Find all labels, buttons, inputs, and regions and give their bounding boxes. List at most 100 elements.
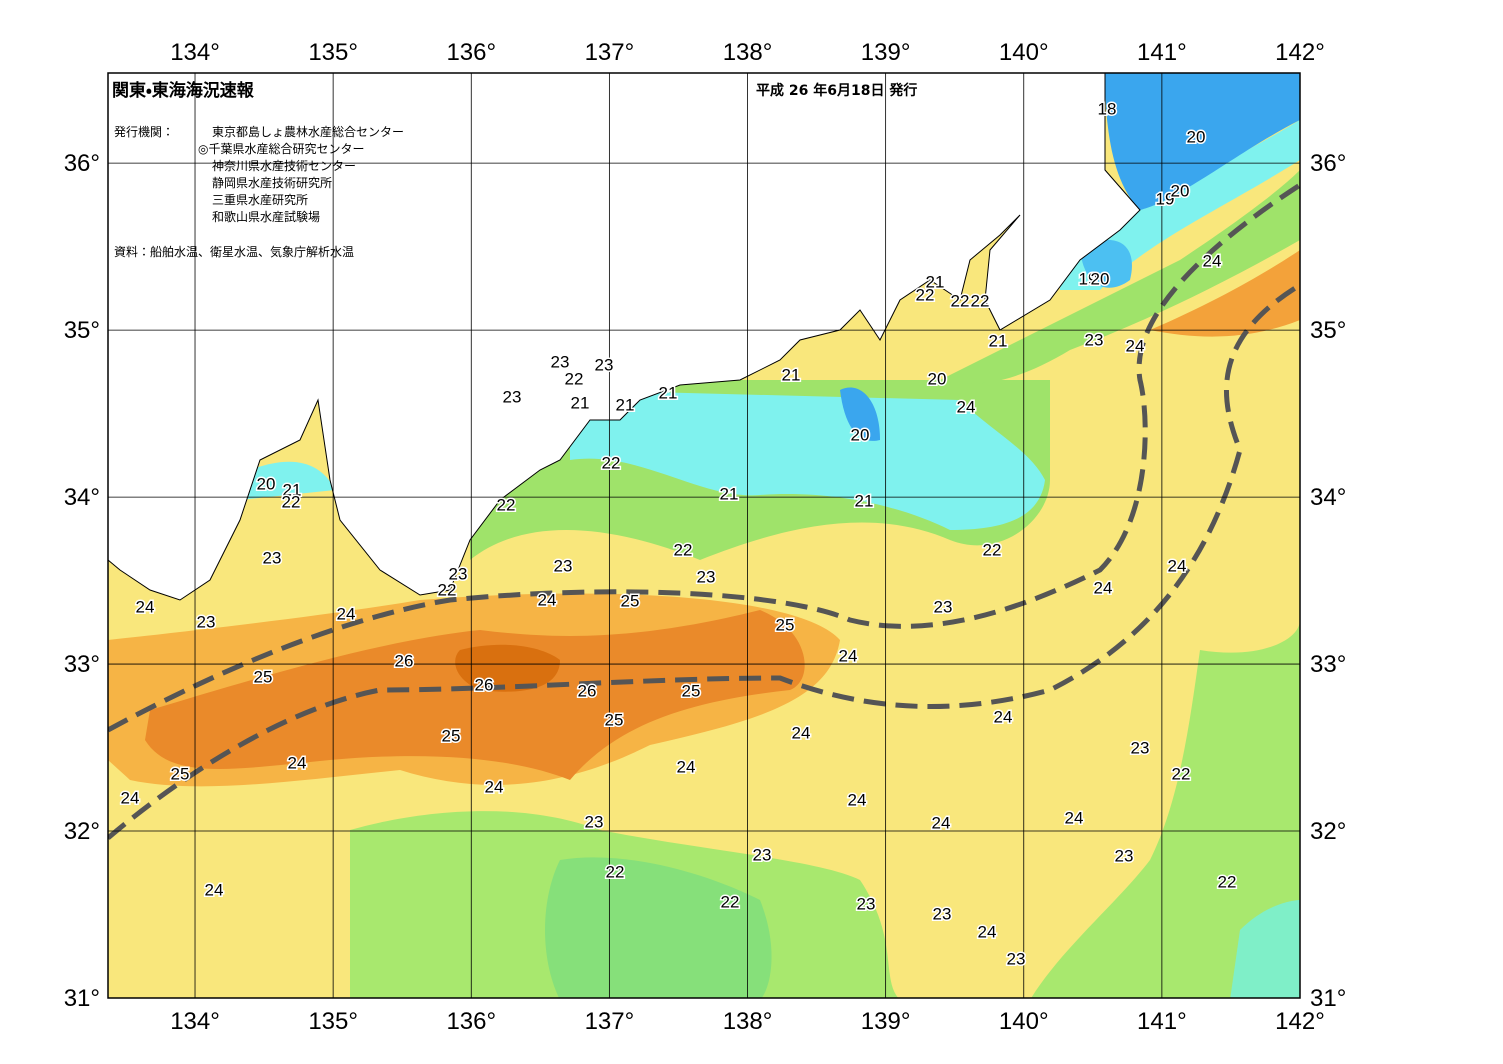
- isotherm-label: 26: [475, 675, 494, 694]
- isotherm-label: 22: [282, 492, 301, 511]
- isotherm-label: 25: [254, 667, 273, 686]
- isotherm-label: 20: [257, 474, 276, 493]
- cold-water: [840, 387, 880, 441]
- isotherm-label: 20: [1171, 181, 1190, 200]
- isotherm-label: 23: [697, 567, 716, 586]
- lon-label: 140°: [999, 39, 1049, 66]
- isotherm-label: 24: [121, 788, 140, 807]
- isotherm-label: 21: [616, 395, 635, 414]
- isotherm-label: 20: [928, 369, 947, 388]
- isotherm-label: 22: [971, 291, 990, 310]
- issue-date: 平成 26 年6月18日 発行: [756, 82, 917, 99]
- isotherm-label: 25: [605, 710, 624, 729]
- isotherm-label: 23: [1007, 949, 1026, 968]
- isotherm-label: 22: [983, 540, 1002, 559]
- coastal-water: [940, 170, 1300, 384]
- isotherm-label: 19: [1079, 269, 1098, 288]
- isotherm-label: 24: [337, 604, 356, 623]
- warm-core: [455, 644, 560, 692]
- isotherm-label: 21: [855, 491, 874, 510]
- isotherm-label: 22: [606, 862, 625, 881]
- issuer-name: 神奈川県水産技術センター: [212, 158, 356, 173]
- isotherm-label: 23: [551, 352, 570, 371]
- lon-label: 135°: [308, 39, 358, 66]
- lat-label: 36°: [64, 150, 100, 177]
- issuers-label: 発行機関：: [114, 125, 174, 139]
- lat-label: 32°: [1310, 818, 1346, 845]
- isotherm-label: 24: [792, 723, 811, 742]
- isotherm-label: 24: [978, 922, 997, 941]
- land: [108, 73, 1141, 601]
- lon-label: 135°: [308, 1008, 358, 1035]
- issuer-name: 和歌山県水産試験場: [212, 209, 320, 224]
- map-title: 関東・東海海況速報: [112, 80, 255, 101]
- issuer-name: 静岡県水産技術研究所: [212, 175, 332, 190]
- isotherm-label: 20: [851, 425, 870, 444]
- isotherm-label: 21: [571, 393, 590, 412]
- isotherm-label: 22: [674, 540, 693, 559]
- lat-label: 33°: [64, 651, 100, 678]
- warm-core: [145, 610, 805, 780]
- isotherm-label: 25: [621, 591, 640, 610]
- lon-label: 139°: [861, 1008, 911, 1035]
- isotherm-label: 23: [503, 387, 522, 406]
- isotherm-label: 23: [934, 597, 953, 616]
- isotherm-label: 22: [602, 453, 621, 472]
- issuer-name: 三重県水産研究所: [212, 193, 308, 207]
- isotherm-label: 22: [916, 285, 935, 304]
- lon-label: 141°: [1137, 39, 1187, 66]
- lon-label: 136°: [446, 39, 496, 66]
- cool-water: [1230, 900, 1300, 998]
- isotherm-label: 24: [1094, 578, 1113, 597]
- lat-label: 33°: [1310, 651, 1346, 678]
- isotherm-label: 24: [1126, 336, 1145, 355]
- isotherm-label: 23: [449, 564, 468, 583]
- isotherm-label: 21: [782, 365, 801, 384]
- isotherm-label: 21: [926, 272, 945, 291]
- isotherm-label: 19: [1156, 189, 1175, 208]
- isotherm-label: 23: [197, 612, 216, 631]
- isotherm-label: 22: [497, 495, 516, 514]
- isotherm-label: 23: [595, 355, 614, 374]
- isotherm-label: 20: [1091, 269, 1110, 288]
- isotherm-label: 24: [932, 813, 951, 832]
- isotherm-label: 25: [682, 681, 701, 700]
- lon-label: 139°: [861, 39, 911, 66]
- isotherm-label: 22: [438, 580, 457, 599]
- isotherm-label: 18: [1098, 99, 1117, 118]
- lat-label: 31°: [1310, 985, 1346, 1012]
- isotherm-label: 22: [565, 369, 584, 388]
- isotherm-label: 20: [1187, 127, 1206, 146]
- isotherm-label: 21: [989, 331, 1008, 350]
- coastal-water: [570, 390, 1045, 530]
- lat-label: 35°: [1310, 317, 1346, 344]
- lon-label: 136°: [446, 1008, 496, 1035]
- isotherm-label: 23: [933, 904, 952, 923]
- lon-label: 137°: [585, 39, 635, 66]
- isotherm-label: 22: [951, 291, 970, 310]
- isotherm-label: 22: [1172, 764, 1191, 783]
- cool-water: [1031, 620, 1300, 998]
- map-frame: [107, 72, 1301, 999]
- issuer-name: ◎千葉県水産総合研究センター: [198, 141, 364, 156]
- isotherm-label: 23: [1115, 846, 1134, 865]
- isotherm-label: 23: [585, 812, 604, 831]
- lon-label: 137°: [585, 1008, 635, 1035]
- isotherm-label: 24: [288, 753, 307, 772]
- lat-label: 31°: [64, 985, 100, 1012]
- isotherm-label: 23: [554, 556, 573, 575]
- lon-label: 134°: [170, 39, 220, 66]
- lon-label: 140°: [999, 1008, 1049, 1035]
- isotherm-label: 24: [839, 646, 858, 665]
- isotherm-label: 25: [442, 726, 461, 745]
- isotherm-label: 24: [538, 590, 557, 609]
- isotherm-label: 24: [677, 757, 696, 776]
- isotherm-label: 24: [1168, 556, 1187, 575]
- isotherm-label: 23: [857, 894, 876, 913]
- isotherm-label: 23: [1131, 738, 1150, 757]
- lat-label: 32°: [64, 818, 100, 845]
- lat-label: 35°: [64, 317, 100, 344]
- isotherm-label: 24: [1065, 808, 1084, 827]
- isotherm-label: 22: [721, 892, 740, 911]
